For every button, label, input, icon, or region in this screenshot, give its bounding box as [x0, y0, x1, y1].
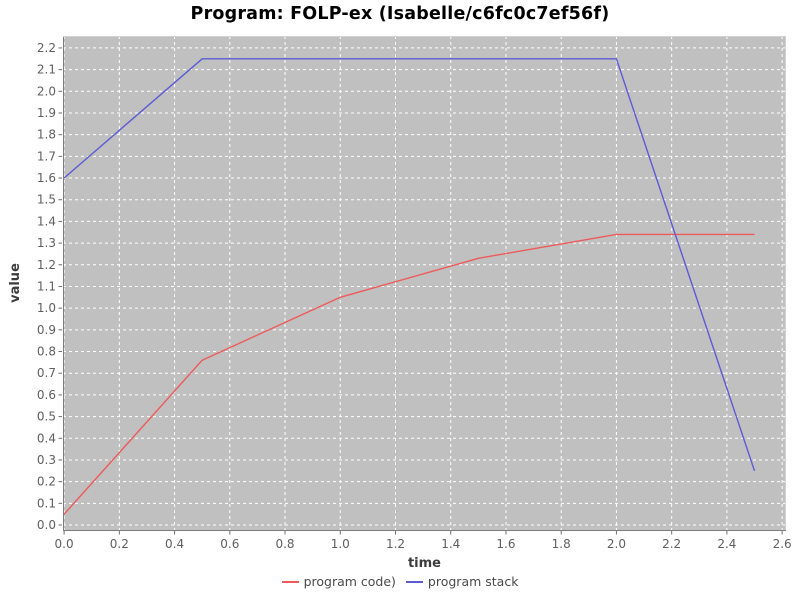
y-tick-label: 0.0: [37, 518, 56, 532]
y-tick-label: 0.2: [37, 475, 56, 489]
series-lines: [63, 58, 756, 515]
x-tick-label: 0.8: [275, 537, 294, 551]
y-tick-label: 0.3: [37, 453, 56, 467]
x-tick-label: 1.8: [552, 537, 571, 551]
chart-title: Program: FOLP-ex (Isabelle/c6fc0c7ef56f): [190, 4, 610, 24]
x-tick-label: 1.0: [331, 537, 350, 551]
y-tick-label: 0.8: [37, 345, 56, 359]
y-axis-label: value: [8, 263, 23, 303]
y-tick-label: 0.5: [37, 410, 56, 424]
legend-label: program code): [303, 574, 396, 589]
y-tick-label: 0.1: [37, 496, 56, 510]
y-tick-label: 2.2: [37, 41, 56, 55]
x-tick-label: 2.2: [662, 537, 681, 551]
line-program-code: [63, 233, 755, 515]
y-tick-label: 1.5: [37, 193, 56, 207]
y-tick-label: 2.1: [37, 63, 56, 77]
legend-line-swatch: [281, 580, 299, 583]
y-tick-label: 1.1: [37, 279, 56, 293]
x-tick-label: 0.4: [165, 537, 184, 551]
axis-ticks: [58, 47, 783, 535]
y-tick-label: 1.8: [37, 128, 56, 142]
plot-background: [63, 36, 786, 530]
y-tick-label: 0.9: [37, 323, 56, 337]
x-tick-label: 1.4: [441, 537, 460, 551]
y-tick-label: 0.4: [37, 431, 56, 445]
y-tick-label: 1.3: [37, 236, 56, 250]
legend-item-program-code: program code): [281, 574, 396, 589]
legend-item-program-stack: program stack: [405, 574, 519, 589]
legend-line-swatch: [405, 580, 423, 583]
y-tick-label: 1.4: [37, 214, 56, 228]
y-tick-label: 1.2: [37, 258, 56, 272]
x-tick-label: 1.6: [496, 537, 515, 551]
y-tick-label: 1.6: [37, 171, 56, 185]
x-axis-label: time: [408, 556, 441, 571]
x-tick-label: 2.4: [717, 537, 736, 551]
y-tick-label: 1.0: [37, 301, 56, 315]
x-tick-label: 0.6: [220, 537, 239, 551]
plot-svg: 0.0 0.2 0.4 0.6 0.8 1.0 1.2 1.4 1.6 1.8 2.0 2.2 2.4 2…: [8, 36, 792, 571]
x-tick-label: 2.6: [773, 537, 792, 551]
y-tick-label: 1.9: [37, 106, 56, 120]
x-tick-label: 0.0: [55, 537, 74, 551]
tick-labels: 0.0 0.2 0.4 0.6 0.8 1.0 1.2 1.4 1.6 1.8 2.0 2.2 2.4 2…: [37, 41, 792, 551]
legend-label: program stack: [427, 574, 519, 589]
line-program-stack: [63, 58, 756, 472]
x-tick-label: 1.2: [386, 537, 405, 551]
y-tick-label: 2.0: [37, 84, 56, 98]
x-tick-label: 0.2: [110, 537, 129, 551]
x-tick-label: 2.0: [607, 537, 626, 551]
legend: program code) program stack: [0, 574, 800, 589]
y-tick-label: 1.7: [37, 149, 56, 163]
gridlines: [63, 36, 786, 530]
plot-border: [63, 36, 786, 531]
y-tick-label: 0.7: [37, 366, 56, 380]
y-tick-label: 0.6: [37, 388, 56, 402]
